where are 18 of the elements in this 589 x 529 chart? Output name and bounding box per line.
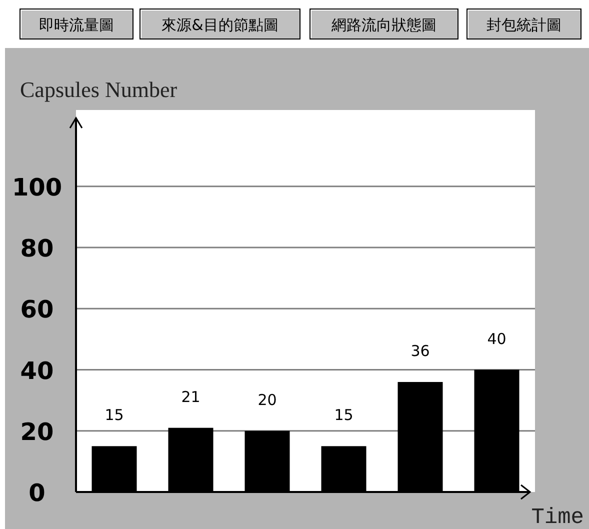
data-label: 21: [181, 388, 200, 406]
data-label: 20: [258, 390, 277, 409]
y-tick-label: 60: [20, 296, 54, 324]
x-axis-title: Time: [531, 505, 584, 529]
button: 網路流向狀態圖: [310, 8, 458, 40]
data-label: 15: [334, 406, 354, 424]
button: 來源&目的節點圖: [140, 8, 300, 40]
y-tick-label: 20: [20, 418, 54, 446]
y-axis-title: Capsules Number: [20, 77, 178, 102]
data-label: 36: [410, 342, 430, 360]
data-label: 40: [487, 330, 506, 348]
button: 即時流量圖: [20, 8, 134, 40]
button: 封包統計圖: [466, 8, 582, 40]
y-tick-label: 100: [12, 173, 62, 202]
y-tick-label: 80: [20, 234, 54, 263]
y-tick-label: 0: [28, 479, 46, 507]
y-tick-label: 40: [20, 356, 54, 385]
data-label: 15: [104, 406, 124, 424]
